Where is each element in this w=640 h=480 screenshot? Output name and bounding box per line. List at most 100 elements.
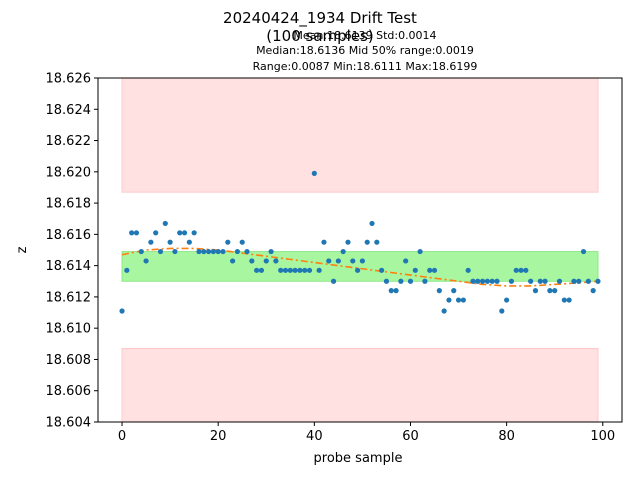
data-point	[436, 288, 442, 294]
y-tick-label: 18.624	[46, 103, 92, 118]
y-axis-label: z	[15, 246, 30, 253]
data-point	[537, 278, 543, 284]
x-tick-label: 80	[498, 429, 515, 444]
data-point	[455, 297, 462, 303]
data-point	[220, 248, 226, 255]
data-point	[129, 230, 135, 236]
band-outer-lower	[121, 348, 599, 423]
data-point	[143, 258, 149, 264]
data-point	[556, 278, 563, 284]
data-point	[148, 239, 154, 245]
data-point	[119, 308, 125, 314]
data-point	[398, 278, 404, 284]
data-point	[172, 248, 178, 255]
data-point	[239, 239, 245, 245]
data-point	[268, 248, 274, 255]
data-point	[595, 278, 601, 284]
y-tick-label: 18.604	[46, 416, 92, 431]
data-point	[561, 297, 567, 303]
data-point	[205, 248, 212, 255]
data-point	[369, 220, 375, 227]
data-point	[225, 239, 231, 245]
trend-line	[121, 247, 599, 287]
data-point	[282, 267, 289, 273]
data-point	[177, 230, 183, 236]
data-point	[316, 267, 322, 273]
data-point	[302, 267, 308, 273]
data-point	[528, 278, 534, 284]
y-axis: 18.604 18.606 18.608 18.610 18.612 18.614 18.6…	[46, 72, 98, 431]
data-point	[157, 248, 164, 255]
data-point	[393, 288, 399, 294]
data-point	[167, 239, 173, 245]
data-point	[278, 267, 284, 273]
data-point	[321, 239, 327, 245]
data-point	[186, 239, 192, 245]
y-tick-label: 18.608	[46, 353, 92, 368]
data-point	[273, 258, 279, 264]
data-point	[388, 288, 394, 294]
y-tick-label: 18.614	[46, 259, 92, 274]
data-point	[215, 248, 221, 255]
data-point	[355, 267, 361, 273]
data-point	[523, 267, 529, 273]
data-point	[566, 297, 572, 303]
data-point	[590, 288, 596, 294]
data-point	[350, 258, 356, 264]
data-point	[254, 267, 260, 273]
y-tick-label: 18.622	[46, 134, 92, 149]
data-point	[441, 308, 447, 314]
data-point	[374, 239, 380, 245]
trend-line-path	[121, 247, 599, 287]
x-tick-label: 60	[402, 429, 419, 444]
data-point	[576, 278, 582, 284]
y-tick-label: 18.618	[46, 197, 92, 212]
data-point	[335, 258, 341, 264]
data-point	[359, 258, 365, 264]
plot-frame	[97, 77, 623, 423]
data-point	[201, 248, 207, 255]
data-point	[412, 267, 418, 273]
data-point	[499, 308, 505, 314]
data-point	[230, 258, 236, 264]
chart-title: 20240424_1934 Drift Test	[223, 9, 417, 28]
data-point	[249, 258, 255, 264]
band-mid-50	[121, 251, 599, 282]
data-point	[234, 248, 241, 255]
y-tick-label: 18.606	[46, 384, 92, 399]
data-point	[427, 267, 433, 273]
data-point	[340, 248, 346, 255]
data-point	[326, 258, 332, 264]
data-point	[547, 288, 553, 294]
data-point	[470, 278, 476, 284]
data-point	[181, 230, 188, 236]
data-point	[451, 288, 457, 294]
y-tick-label: 18.612	[46, 290, 92, 305]
data-point	[417, 248, 423, 255]
data-point	[446, 297, 452, 303]
data-point	[345, 239, 351, 245]
data-point	[475, 278, 481, 284]
x-tick-label: 0	[118, 429, 126, 444]
data-point	[330, 278, 337, 284]
data-point	[124, 267, 130, 273]
x-tick-label: 40	[306, 429, 323, 444]
data-point	[479, 278, 486, 284]
data-point	[196, 248, 202, 255]
data-point	[484, 278, 490, 284]
data-point	[542, 278, 548, 284]
data-point	[297, 267, 303, 273]
data-point	[383, 278, 390, 284]
data-point	[508, 278, 515, 284]
data-point	[138, 248, 144, 255]
data-point	[465, 267, 471, 273]
data-point	[580, 248, 587, 255]
data-point	[422, 278, 428, 284]
data-point	[162, 220, 168, 227]
data-point	[258, 267, 265, 273]
data-point	[494, 278, 500, 284]
data-point	[244, 248, 250, 255]
tolerance-bands	[121, 77, 599, 423]
data-point	[431, 267, 438, 273]
